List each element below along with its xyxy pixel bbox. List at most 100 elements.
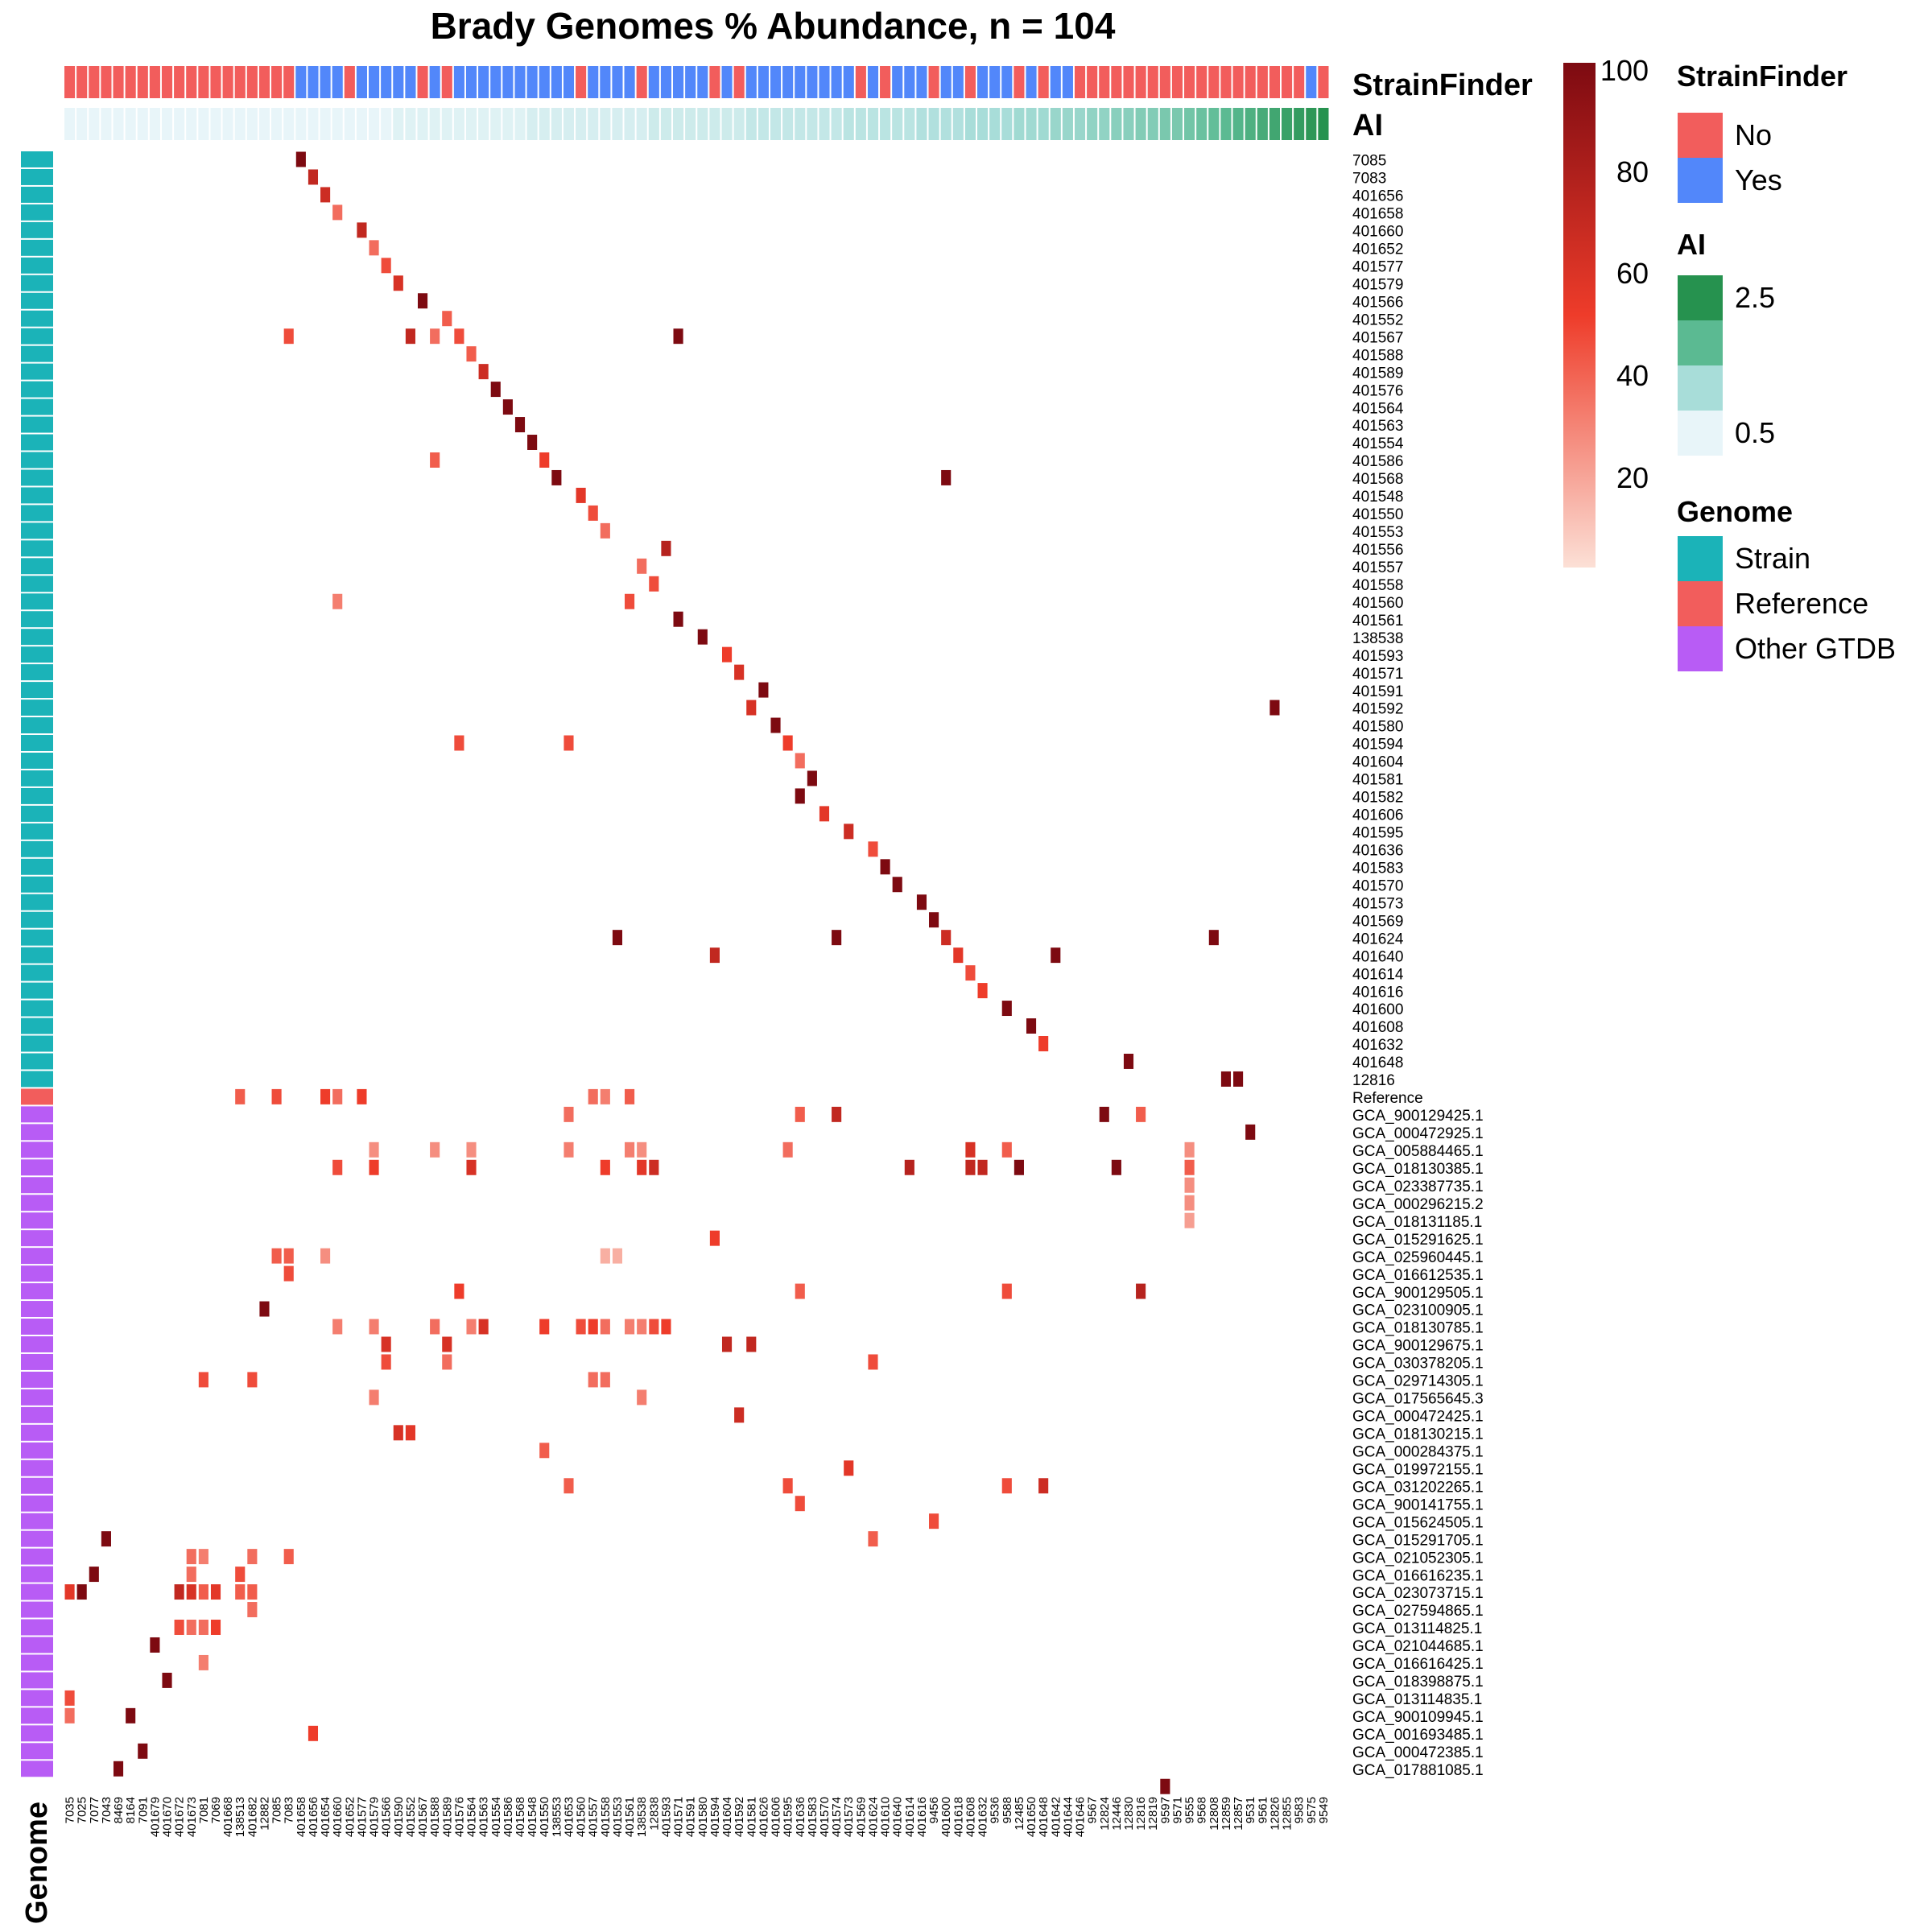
genome-type-cell [21,1690,53,1707]
row-label: GCA_016612535.1 [1352,1267,1484,1284]
genome-type-cell [21,1654,53,1671]
ai-cell [795,108,806,140]
strainfinder-cell [186,66,197,98]
heatmap-cell [308,169,319,185]
heatmap-cell [673,611,683,627]
column-label: 401588 [428,1797,442,1837]
genome-type-cell [21,452,53,469]
genome-type-cell [21,345,53,362]
column-label: 401579 [368,1797,382,1837]
strainfinder-cell [745,66,757,98]
heatmap-cell [637,1389,647,1406]
strainfinder-cell [1159,66,1170,98]
row-label: 401579 [1352,276,1403,293]
ai-cell [612,108,623,140]
strainfinder-cell [332,66,343,98]
row-label: 401652 [1352,242,1403,258]
strainfinder-annotation-label: StrainFinder [1352,68,1533,102]
genome-type-cell [21,735,53,751]
row-label: 12816 [1352,1072,1395,1089]
column-label: 7069 [209,1797,223,1823]
colorbar-tick-label: 40 [1616,359,1649,392]
ai-cell [709,108,720,140]
genome-type-cell [21,1566,53,1583]
ai-cell [1111,108,1122,140]
heatmap-cell [502,399,513,415]
row-label: 401632 [1352,1037,1403,1054]
heatmap-cell [588,505,598,521]
column-label: 401652 [343,1797,357,1837]
column-label: 7083 [283,1797,296,1823]
heatmap-cell [1136,1283,1146,1299]
genome-type-cell [21,398,53,415]
ai-cell [1062,108,1073,140]
ai-cell [928,108,939,140]
row-label: 401588 [1352,347,1403,364]
strainfinder-cell [369,66,380,98]
row-label: GCA_018130215.1 [1352,1426,1484,1443]
heatmap-cell [454,1283,464,1299]
row-label: GCA_018130385.1 [1352,1161,1484,1178]
genome-type-cell [21,1495,53,1512]
genome-type-cell [21,770,53,786]
heatmap-cell [1001,1001,1012,1017]
strainfinder-cell [1171,66,1183,98]
genome-type-cell [21,787,53,804]
column-label: 401650 [1025,1797,1038,1837]
column-label: 401679 [148,1797,162,1837]
heatmap-cell [271,1088,282,1104]
heatmap-cell [649,1319,659,1335]
heatmap-cell [283,1248,294,1264]
heatmap-cell [271,1248,282,1264]
heatmap-cell [770,717,781,733]
strainfinder-cell [807,66,818,98]
column-label: 7035 [64,1797,77,1823]
strainfinder-cell [502,66,514,98]
column-label: 12824 [1098,1797,1112,1831]
legend-item-label: Reference [1735,587,1868,620]
column-label: 9456 [927,1797,941,1823]
legend-swatch [1678,536,1723,581]
heatmap-cell [393,1425,403,1441]
ai-cell [369,108,380,140]
ai-cell [819,108,830,140]
heatmap-cell [625,593,635,609]
strainfinder-cell [490,66,502,98]
row-label: GCA_025960445.1 [1352,1249,1484,1266]
genome-type-cell [21,982,53,999]
genome-type-cell [21,894,53,910]
row-label: GCA_015624505.1 [1352,1514,1484,1531]
column-label: 7043 [100,1797,114,1823]
strainfinder-cell [697,66,708,98]
column-label: 401552 [404,1797,418,1837]
ai-cell [1184,108,1195,140]
genome-type-cell [21,1477,53,1494]
heatmap-cell [782,735,793,751]
ai-cell [356,108,367,140]
heatmap-cell [844,824,854,840]
heatmap-cell [600,1319,610,1335]
heatmap-cell [198,1654,208,1670]
heatmap-cell [332,204,343,221]
strainfinder-cell [964,66,976,98]
column-label: 9531 [1244,1797,1257,1823]
row-label: 401550 [1352,506,1403,523]
row-label: GCA_023073715.1 [1352,1585,1484,1602]
strainfinder-cell [1135,66,1146,98]
column-label: 401581 [745,1797,758,1837]
strainfinder-cell [989,66,1001,98]
genome-type-cell [21,1406,53,1423]
strainfinder-cell [588,66,599,98]
column-label: 12830 [1122,1797,1136,1831]
row-label: 401557 [1352,559,1403,576]
column-label: 401644 [1061,1797,1075,1837]
genome-type-cell [21,1371,53,1388]
ai-cell [733,108,745,140]
heatmap-cell [430,328,440,345]
row-label: 401593 [1352,648,1403,665]
column-label: 401568 [514,1797,527,1837]
heatmap-cell [539,1319,550,1335]
column-label: 401653 [562,1797,576,1837]
genome-type-cell [21,239,53,256]
heatmap-cell [832,1106,842,1122]
